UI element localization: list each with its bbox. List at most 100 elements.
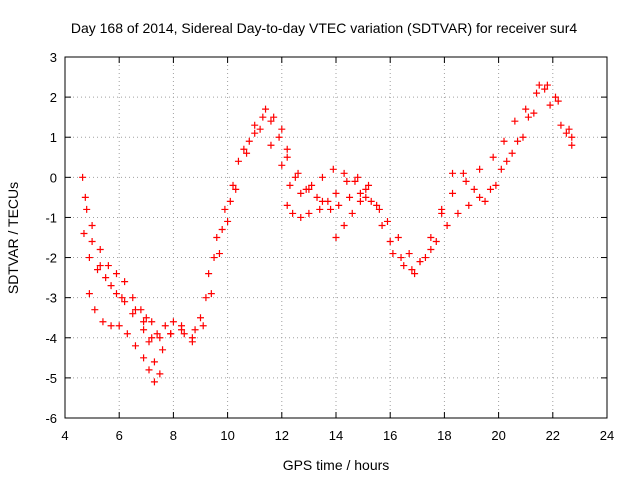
data-point: [80, 229, 88, 237]
data-point: [270, 113, 278, 121]
data-point: [107, 282, 115, 290]
data-point: [354, 173, 362, 181]
data-point: [362, 193, 370, 201]
data-point: [83, 205, 91, 213]
data-point: [156, 370, 164, 378]
y-tick-label: -6: [45, 411, 57, 426]
data-point: [476, 165, 484, 173]
data-point: [102, 274, 110, 282]
y-tick-label: -2: [45, 251, 57, 266]
y-tick-label: -1: [45, 210, 57, 225]
data-point: [454, 209, 462, 217]
data-point: [405, 250, 413, 258]
data-point: [112, 270, 120, 278]
data-point: [543, 81, 551, 89]
x-tick-label: 16: [383, 428, 397, 443]
chart-title: Day 168 of 2014, Sidereal Day-to-day VTE…: [71, 20, 577, 36]
x-tick-label: 10: [220, 428, 234, 443]
data-point: [96, 262, 104, 270]
data-point: [427, 246, 435, 254]
data-point: [470, 185, 478, 193]
data-point: [394, 234, 402, 241]
data-point: [343, 177, 351, 185]
data-point: [191, 326, 199, 334]
data-point: [267, 117, 275, 125]
data-point: [226, 197, 234, 205]
data-point: [378, 221, 386, 229]
data-point: [519, 133, 527, 141]
data-point: [278, 161, 286, 169]
data-point: [568, 133, 576, 141]
data-point: [489, 153, 497, 161]
data-point: [533, 89, 541, 97]
x-tick-label: 8: [170, 428, 177, 443]
data-point: [316, 205, 324, 213]
data-point: [145, 366, 153, 374]
data-point: [500, 137, 508, 145]
data-point: [554, 97, 562, 105]
data-point: [205, 270, 213, 278]
data-point: [221, 205, 229, 213]
data-point: [156, 334, 164, 342]
data-point: [332, 189, 340, 197]
data-point: [289, 209, 297, 217]
data-point: [297, 189, 305, 197]
data-point: [481, 197, 489, 205]
data-point: [335, 201, 343, 209]
data-point: [375, 205, 383, 213]
series-trace-d: [85, 193, 370, 386]
data-point: [346, 193, 354, 201]
data-point: [313, 193, 321, 201]
data-point: [530, 109, 538, 117]
x-tick-label: 24: [600, 428, 614, 443]
data-point: [565, 125, 573, 133]
y-tick-label: 0: [50, 170, 57, 185]
data-point: [511, 117, 519, 125]
data-point: [150, 358, 158, 366]
data-point: [327, 205, 335, 213]
data-point: [148, 334, 156, 342]
data-point: [123, 330, 131, 338]
x-tick-label: 6: [116, 428, 123, 443]
data-point: [367, 197, 375, 205]
data-point: [291, 173, 299, 181]
data-point: [332, 234, 340, 241]
data-point: [207, 290, 215, 298]
data-point: [383, 217, 391, 225]
data-point: [373, 201, 381, 209]
data-point: [140, 326, 148, 334]
data-point: [356, 189, 364, 197]
data-point: [88, 238, 96, 246]
data-point: [88, 221, 96, 229]
y-tick-label: 3: [50, 50, 57, 65]
data-point: [535, 81, 543, 89]
data-point: [557, 121, 565, 129]
data-point: [340, 169, 348, 177]
data-point: [215, 250, 223, 258]
data-point: [286, 181, 294, 189]
data-point: [129, 294, 137, 302]
data-point: [142, 314, 150, 322]
data-point: [329, 165, 337, 173]
data-point: [234, 157, 242, 165]
data-point: [118, 294, 126, 302]
data-point: [522, 105, 530, 113]
y-tick-label: -3: [45, 291, 57, 306]
data-point: [150, 378, 158, 386]
data-point: [438, 205, 446, 213]
data-point: [131, 342, 139, 350]
data-point: [492, 181, 500, 189]
data-point: [167, 330, 175, 338]
x-tick-label: 14: [329, 428, 343, 443]
x-tick-label: 4: [61, 428, 68, 443]
data-point: [297, 213, 305, 221]
data-point: [159, 346, 167, 354]
x-tick-label: 20: [491, 428, 505, 443]
data-point: [180, 330, 188, 338]
data-point: [486, 185, 494, 193]
data-point: [169, 318, 177, 326]
axis-ticks: [64, 56, 608, 419]
data-point: [465, 201, 473, 209]
data-point: [283, 201, 291, 209]
